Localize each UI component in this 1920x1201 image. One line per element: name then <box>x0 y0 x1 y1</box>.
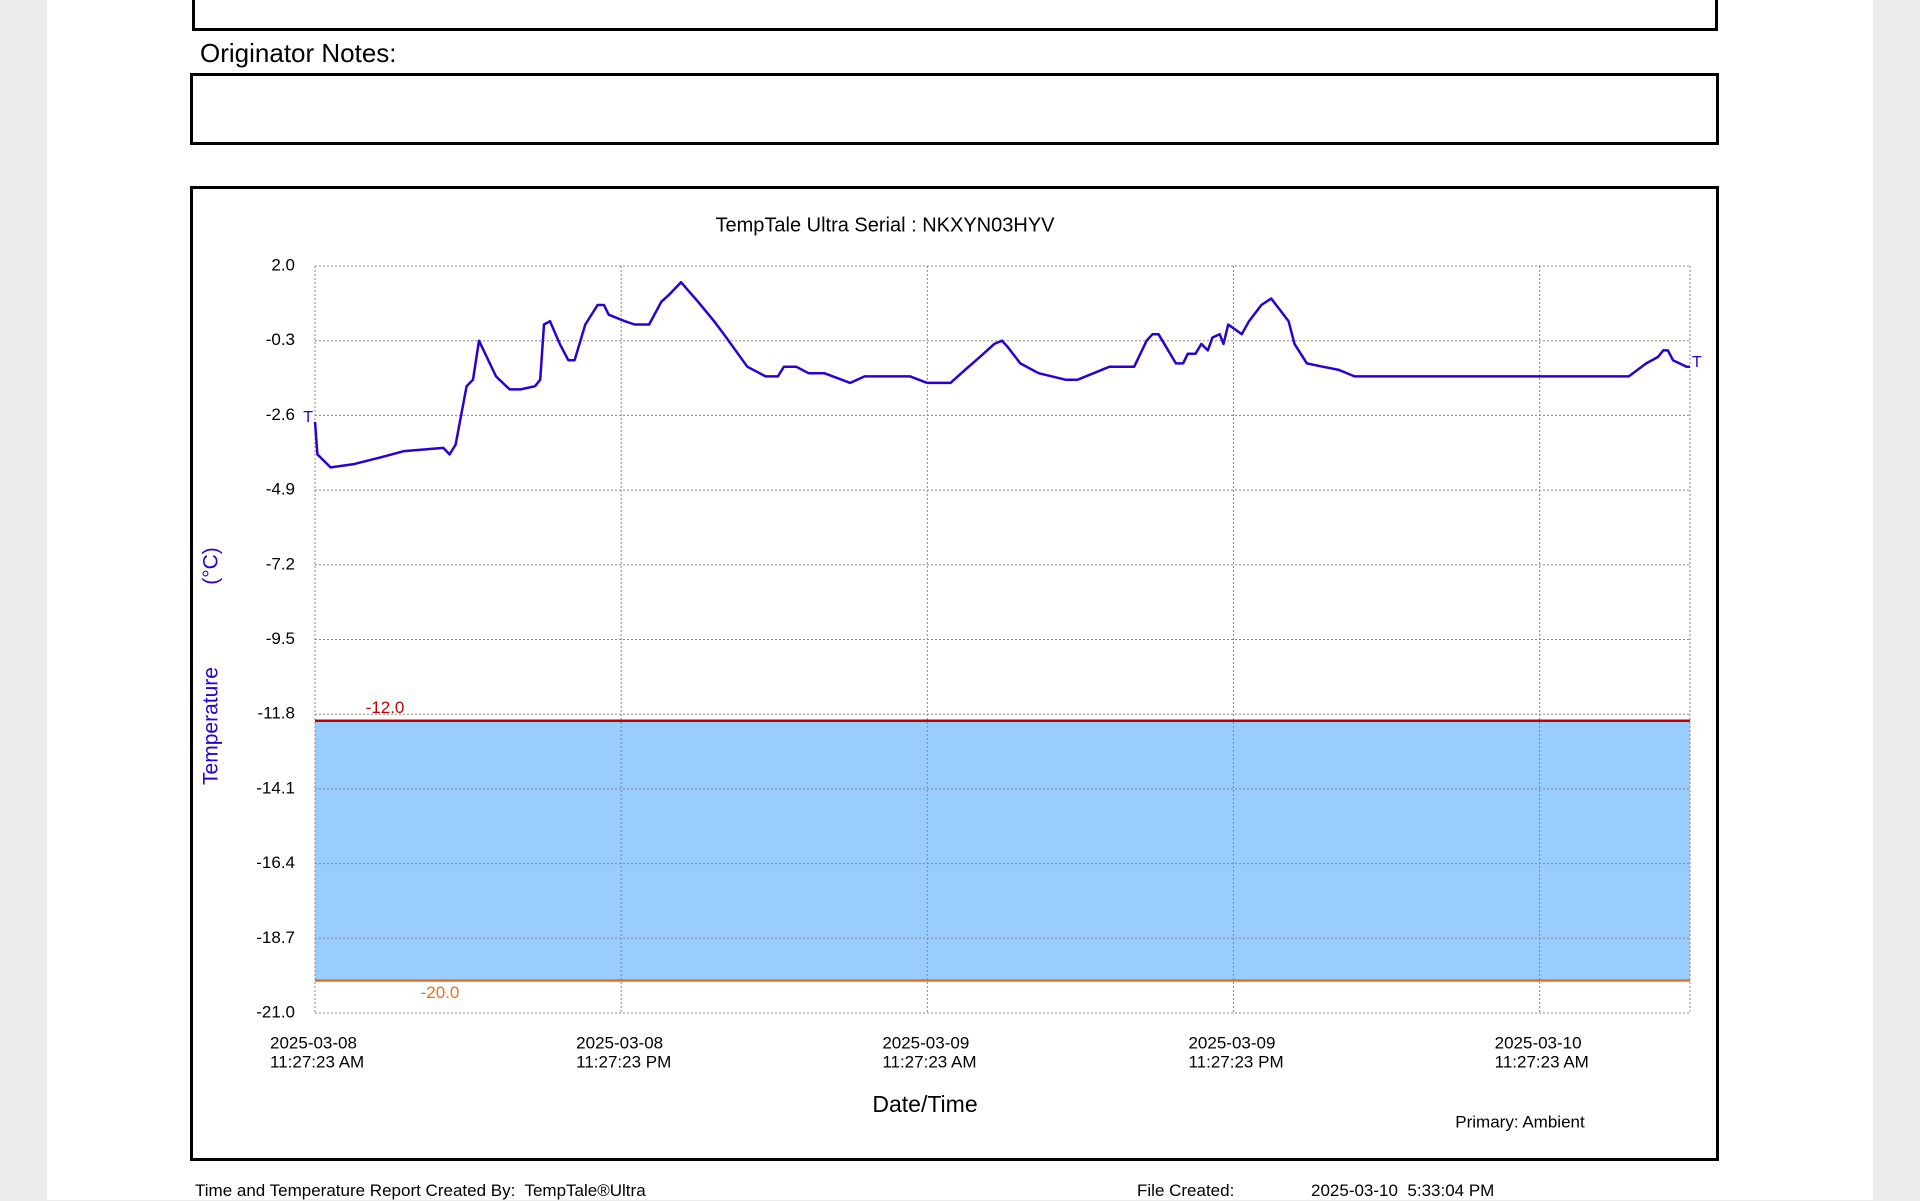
y-axis-label: Temperature <box>200 667 223 785</box>
details-box <box>192 0 1718 31</box>
y-tick-label: -18.7 <box>256 928 295 947</box>
limit-band <box>315 720 1690 981</box>
y-tick-label: -9.5 <box>266 629 295 648</box>
y-tick-label: -0.3 <box>266 330 295 349</box>
y-tick-label: -11.8 <box>258 704 296 723</box>
limit-label: -12.0 <box>366 698 405 717</box>
notes-box <box>190 73 1719 145</box>
footer-file-created: 2025-03-10 5:33:04 PM <box>1311 1181 1495 1200</box>
x-tick-label: 2025-03-09 <box>1188 1033 1275 1052</box>
y-tick-label: 2.0 <box>271 255 295 274</box>
y-tick-label: -14.1 <box>256 778 295 797</box>
y-tick-label: -4.9 <box>266 480 295 499</box>
x-tick-label: 2025-03-09 <box>882 1033 969 1052</box>
x-tick-label: 11:27:23 PM <box>1188 1052 1283 1071</box>
x-tick-label: 2025-03-08 <box>576 1033 663 1052</box>
footer-file-created-label: File Created: <box>1137 1181 1235 1200</box>
x-tick-label: 2025-03-08 <box>270 1033 357 1052</box>
data-line <box>313 280 1690 469</box>
start-marker: T <box>303 409 313 426</box>
x-tick-label: 11:27:23 AM <box>882 1052 976 1071</box>
notes-label: Originator Notes: <box>200 38 397 68</box>
y-tick-label: -16.4 <box>256 853 295 872</box>
x-axis-label: Date/Time <box>872 1091 977 1117</box>
chart-box <box>190 186 1719 1161</box>
created-by-label: Time and Temperature Report Created By: <box>195 1181 516 1200</box>
y-tick-label: -7.2 <box>266 554 295 573</box>
note: Primary: Ambient <box>1455 1112 1585 1131</box>
x-tick-label: 2025-03-10 <box>1495 1033 1582 1052</box>
y-tick-label: -2.6 <box>266 405 295 424</box>
y-axis-unit: (°C) <box>200 547 223 585</box>
chart-title: TempTale Ultra Serial : NKXYN03HYV <box>715 214 1055 236</box>
limit-label: -20.0 <box>421 983 460 1002</box>
x-tick-label: 11:27:23 AM <box>270 1052 364 1071</box>
end-marker: T <box>1692 354 1702 371</box>
y-tick-label: -21.0 <box>256 1002 295 1021</box>
footer-created-by: Time and Temperature Report Created By: … <box>195 1181 646 1201</box>
created-by: TempTale®Ultra <box>524 1181 646 1200</box>
x-tick-label: 11:27:23 AM <box>1495 1052 1589 1071</box>
x-tick-label: 11:27:23 PM <box>576 1052 671 1071</box>
